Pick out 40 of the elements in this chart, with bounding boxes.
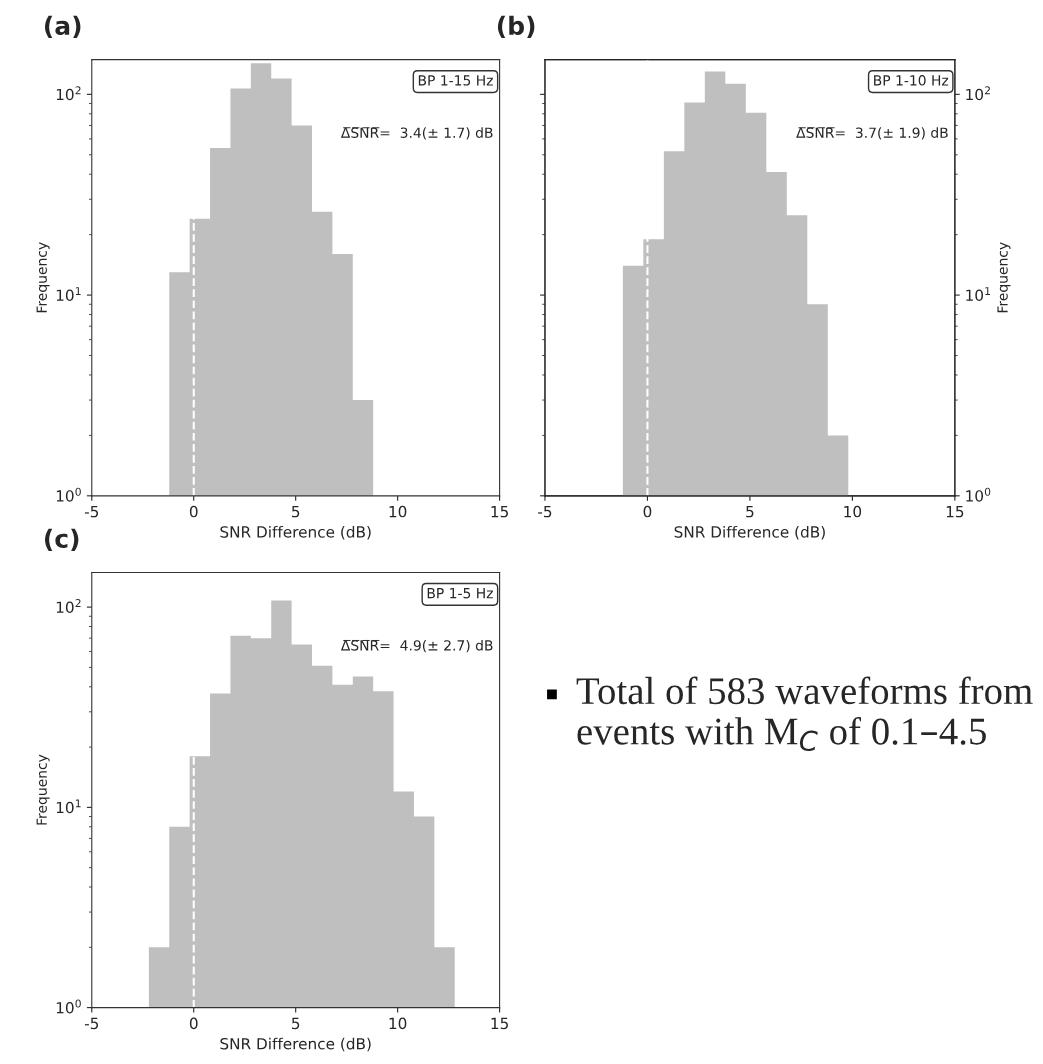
x-tick-label: 10 bbox=[844, 505, 862, 518]
x-axis-title: SNR Difference (dB) bbox=[220, 1037, 371, 1052]
y-tick-label: 10$^{0}$ bbox=[56, 487, 81, 502]
y-tick-label: 10$^{2}$ bbox=[56, 599, 81, 614]
x-tick-label: 15 bbox=[946, 506, 964, 518]
text: Total of 583 waveforms from events with M$_{C}$ of 0.1–4.5 bbox=[576, 676, 1033, 752]
x-tick-label: 10 bbox=[389, 505, 407, 518]
x-axis-title: SNR Difference (dB) bbox=[674, 525, 825, 540]
y2-axis-title: Frequency bbox=[997, 242, 1011, 313]
annotation: BP 1-15 Hz bbox=[418, 75, 493, 86]
x-tick-label: 0 bbox=[643, 505, 652, 518]
y2-tick-label: 10$^{1}$ bbox=[966, 287, 990, 301]
chart-title: (a) bbox=[44, 15, 81, 39]
x-tick-label: 15 bbox=[491, 506, 508, 518]
y-tick-label: 10$^{1}$ bbox=[56, 799, 81, 814]
y-tick-label: 10$^{0}$ bbox=[56, 999, 81, 1014]
y-tick-label: 10$^{1}$ bbox=[56, 287, 81, 301]
x-axis-title: SNR Difference (dB) bbox=[220, 525, 371, 540]
x-tick-label: 0 bbox=[189, 1017, 198, 1030]
x-tick-label: -5 bbox=[538, 506, 552, 518]
annotation: Δ̅S̅N̅R̅= 3.7(± 1.9) dB bbox=[796, 127, 948, 140]
y-axis-title: Frequency bbox=[36, 754, 50, 825]
x-tick-label: 5 bbox=[292, 506, 300, 518]
chart-title: (c) bbox=[44, 528, 79, 551]
annotation: BP 1-5 Hz bbox=[427, 588, 493, 599]
annotation: Δ̅S̅N̅R̅= 4.9(± 2.7) dB bbox=[340, 639, 493, 653]
y2-tick-label: 10$^{0}$ bbox=[966, 487, 991, 502]
x-tick-label: 10 bbox=[389, 1017, 407, 1030]
annotation: BP 1-10 Hz bbox=[874, 75, 949, 86]
x-tick-label: 15 bbox=[491, 1017, 508, 1030]
x-tick-label: 5 bbox=[746, 506, 754, 518]
x-tick-label: -5 bbox=[84, 506, 99, 518]
x-tick-label: 5 bbox=[292, 1017, 300, 1030]
x-tick-label: 0 bbox=[189, 505, 198, 518]
y-axis-title: Frequency bbox=[36, 242, 50, 313]
annotation: Δ̅S̅N̅R̅= 3.4(± 1.7) dB bbox=[340, 127, 493, 140]
y2-tick-label: 10$^{2}$ bbox=[966, 86, 990, 101]
chart-title: (b) bbox=[497, 15, 535, 39]
y-tick-label: 10$^{2}$ bbox=[56, 86, 81, 101]
x-tick-label: -5 bbox=[84, 1017, 99, 1030]
